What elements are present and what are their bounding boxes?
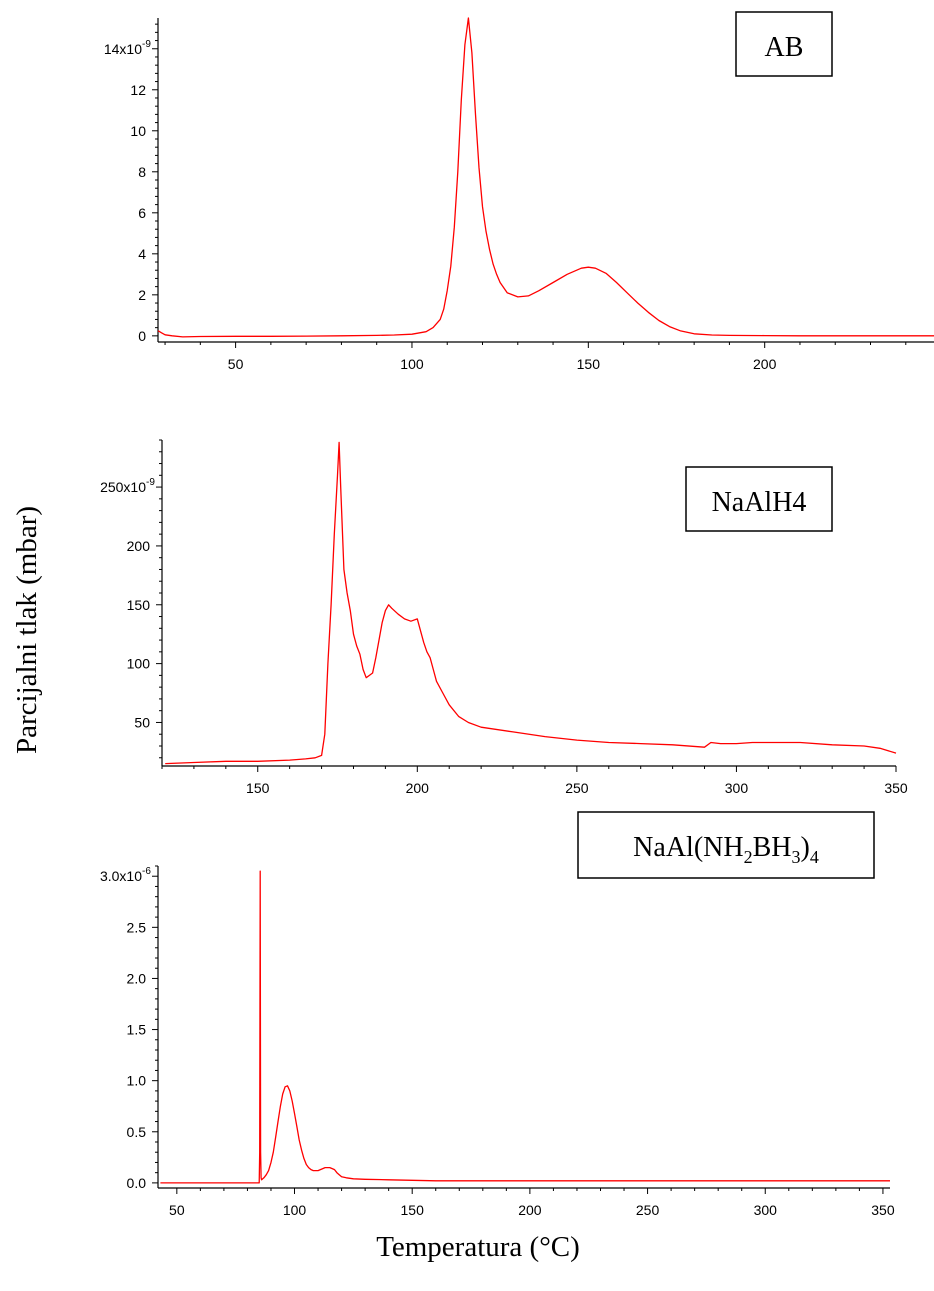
legend-box-ab: AB [735, 11, 833, 77]
x-tick-label-naal-nh2bh3-4: 350 [871, 1202, 895, 1218]
legend-label-ab: AB [765, 32, 804, 63]
series-line-naalh4 [165, 441, 897, 765]
y-tick-label-ab: 12 [130, 82, 146, 98]
y-tick-label-naalh4: 250x10 [100, 479, 146, 495]
y-tick-label-ab: 10 [130, 123, 146, 139]
legend-label-naalh4: NaAlH4 [712, 487, 807, 518]
x-tick-label-naal-nh2bh3-4: 100 [283, 1202, 307, 1218]
y-tick-label-naal-nh2bh3-4: 0.5 [127, 1124, 147, 1140]
x-tick-label-naalh4: 250 [565, 780, 589, 796]
y-tick-label-naalh4: 200 [127, 538, 151, 554]
y-exponent-label-naalh4: -9 [146, 477, 155, 488]
y-tick-label-ab: 6 [138, 205, 146, 221]
panel-naal-nh2bh3-4: 50 100 150 200 250 300 350 0.0 0.5 1.0 1.5 2.0 2.5 3.… [100, 865, 895, 1218]
y-tick-label-naalh4: 50 [134, 714, 150, 730]
x-tick-label-naal-nh2bh3-4: 300 [754, 1202, 778, 1218]
x-tick-label-ab: 100 [400, 356, 424, 372]
legend-box-naalh4: NaAlH4 [685, 466, 833, 532]
y-tick-label-naalh4: 100 [127, 656, 151, 672]
y-tick-label-naal-nh2bh3-4: 0.0 [127, 1175, 147, 1191]
x-tick-label-ab: 50 [228, 356, 244, 372]
y-tick-label-ab: 0 [138, 328, 146, 344]
y-exponent-label-naal-nh2bh3-4: -6 [142, 866, 151, 877]
y-exponent-label-ab: -9 [142, 39, 151, 50]
y-tick-label-ab: 2 [138, 287, 146, 303]
x-tick-label-naalh4: 300 [725, 780, 749, 796]
panel-naalh4: 150 200 250 300 350 50 100 150 200 250x10 -9 [100, 439, 908, 796]
legend-label-naal-nh2bh3-4: NaAl(NH2BH3)4 [633, 832, 819, 867]
x-tick-label-naal-nh2bh3-4: 200 [518, 1202, 542, 1218]
y-tick-label-naal-nh2bh3-4: 1.5 [127, 1022, 147, 1038]
y-tick-label-naal-nh2bh3-4: 1.0 [127, 1073, 147, 1089]
series-line-ab [157, 17, 934, 338]
x-tick-label-naalh4: 200 [406, 780, 430, 796]
x-tick-label-ab: 200 [753, 356, 777, 372]
x-tick-label-naal-nh2bh3-4: 50 [169, 1202, 185, 1218]
y-axis-label: Parcijalni tlak (mbar) [11, 506, 43, 754]
y-tick-label-naal-nh2bh3-4: 3.0x10 [100, 868, 142, 884]
y-tick-label-ab: 14x10 [104, 41, 142, 57]
x-tick-label-naal-nh2bh3-4: 250 [636, 1202, 660, 1218]
y-tick-label-ab: 4 [138, 246, 146, 262]
y-tick-label-naal-nh2bh3-4: 2.5 [127, 919, 147, 935]
x-tick-label-naal-nh2bh3-4: 150 [401, 1202, 425, 1218]
series-line-naal-nh2bh3-4 [160, 870, 890, 1184]
y-tick-label-naalh4: 150 [127, 597, 151, 613]
y-tick-label-naal-nh2bh3-4: 2.0 [127, 970, 147, 986]
legend-box-naal-nh2bh3-4: NaAl(NH2BH3)4 [577, 811, 875, 879]
panel-ab: 50 100 150 200 0 2 4 6 8 10 12 14x10 -9 [104, 17, 934, 372]
x-tick-label-naalh4: 350 [884, 780, 908, 796]
y-tick-label-ab: 8 [138, 164, 146, 180]
x-tick-label-naalh4: 150 [246, 780, 270, 796]
x-tick-label-ab: 150 [577, 356, 601, 372]
x-axis-label: Temperatura (°C) [376, 1231, 580, 1263]
